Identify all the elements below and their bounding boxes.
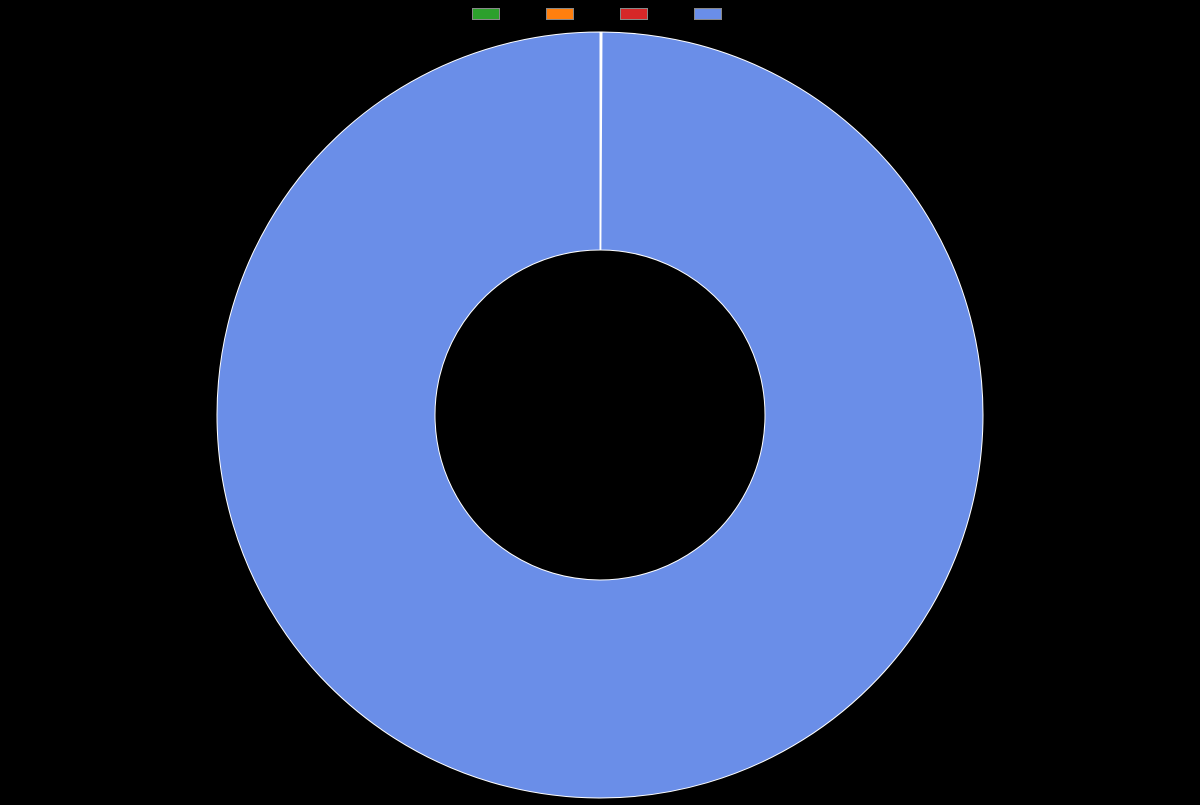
legend-item-0 — [472, 8, 506, 20]
legend-swatch-2 — [620, 8, 648, 20]
chart-legend — [472, 8, 728, 20]
donut-chart — [215, 30, 985, 800]
donut-slices — [217, 32, 983, 798]
donut-svg — [215, 30, 985, 800]
legend-swatch-3 — [694, 8, 722, 20]
legend-item-1 — [546, 8, 580, 20]
legend-item-3 — [694, 8, 728, 20]
legend-swatch-1 — [546, 8, 574, 20]
legend-swatch-0 — [472, 8, 500, 20]
legend-item-2 — [620, 8, 654, 20]
